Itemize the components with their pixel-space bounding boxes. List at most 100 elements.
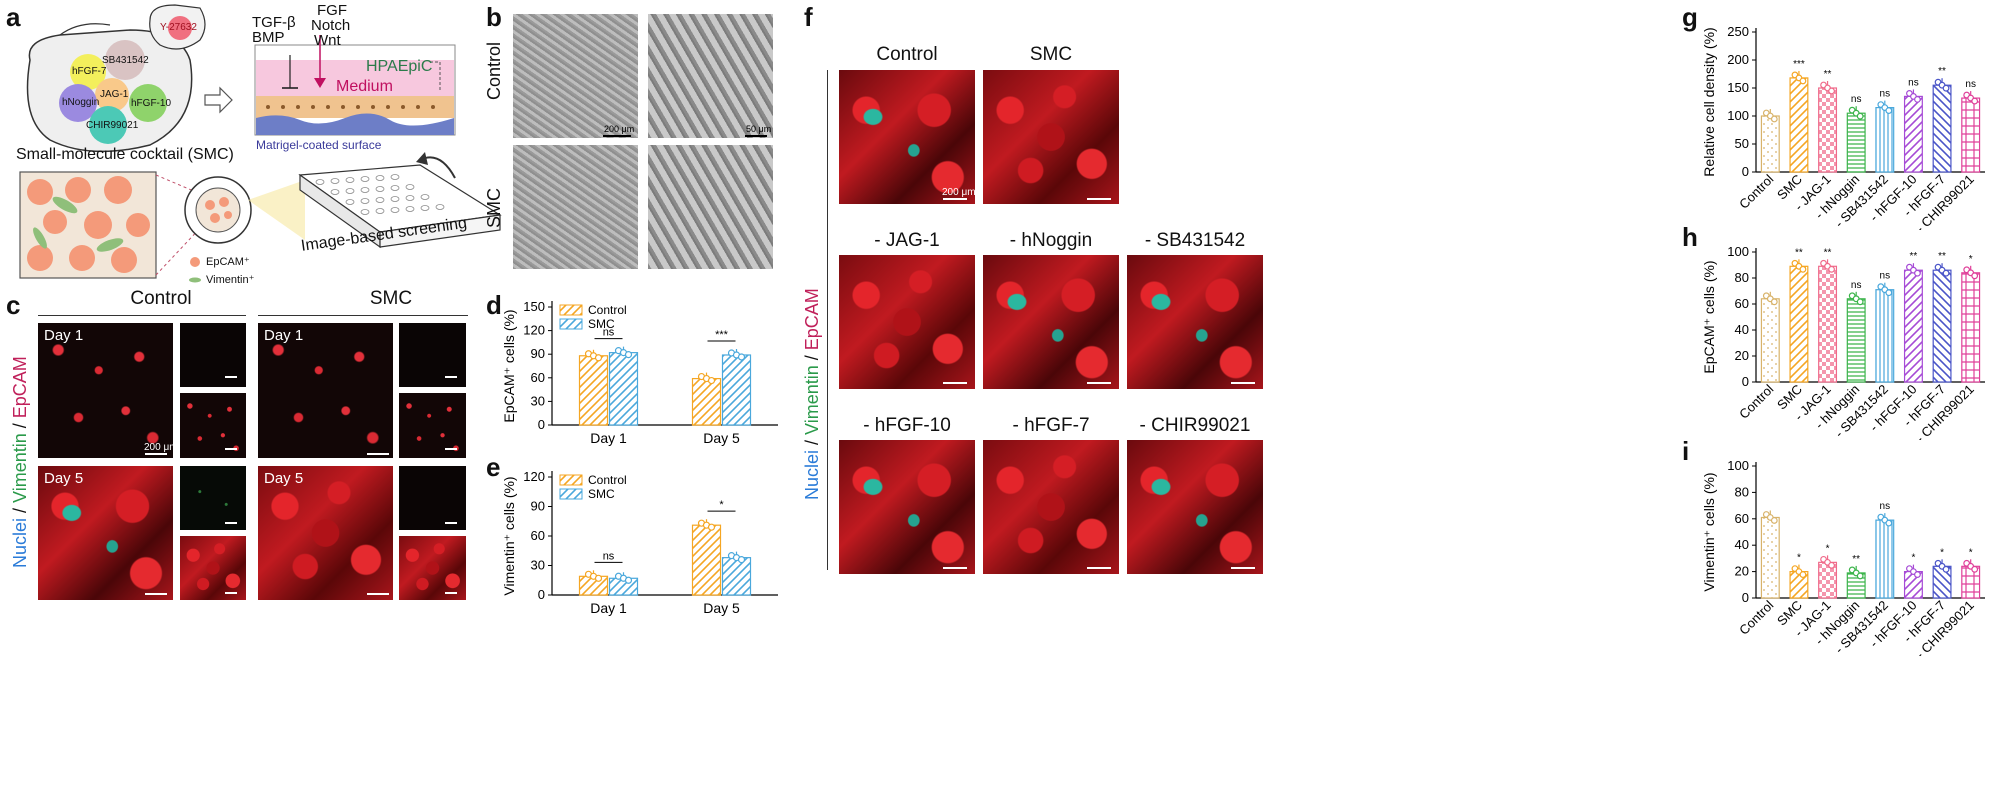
f-title-smc: SMC xyxy=(1029,44,1073,65)
panel-label-g: g xyxy=(1682,2,1698,32)
c-control-day5-red xyxy=(180,536,246,600)
f-img-chir xyxy=(1127,440,1263,574)
c-scalebar-5 xyxy=(445,376,457,378)
c-col-smc: SMC xyxy=(369,288,413,309)
surface-label: Matrigel-coated surface xyxy=(256,138,382,152)
f-vertical-rule xyxy=(827,70,828,570)
f-scalebar-3 xyxy=(943,382,967,384)
bar xyxy=(1903,95,1923,173)
sig-label: ** xyxy=(1938,251,1946,262)
bar xyxy=(578,355,609,426)
y-tick-label: 0 xyxy=(1742,164,1749,179)
panel-label-f: f xyxy=(804,2,813,32)
x-tick-label: Day 1 xyxy=(590,600,627,616)
data-point xyxy=(1770,115,1778,123)
sig-label: ns xyxy=(1851,94,1862,105)
f-img-jag1 xyxy=(839,255,975,389)
sig-label: * xyxy=(1969,547,1973,558)
y-axis-label: Relative cell density (%) xyxy=(1701,27,1717,176)
bar xyxy=(691,524,722,596)
y-tick-label: 150 xyxy=(523,299,545,314)
data-point xyxy=(1856,298,1864,306)
signal-tgfb: TGF-β xyxy=(252,14,296,31)
y-tick-label: 30 xyxy=(531,393,545,408)
f-scalebar-1 xyxy=(943,198,967,200)
panel-a-illustration xyxy=(19,4,502,283)
bag-label-jag1: JAG-1 xyxy=(100,89,129,100)
y-axis-label: EpCAM⁺ cells (%) xyxy=(1701,260,1717,373)
f-title-control: Control xyxy=(876,44,938,65)
data-point xyxy=(1856,572,1864,580)
y-tick-label: 40 xyxy=(1735,537,1749,552)
bag-label-chir: CHIR99021 xyxy=(86,120,139,131)
data-point xyxy=(707,523,716,531)
c-scale-label: 200 μm xyxy=(144,442,178,453)
bar xyxy=(608,352,639,426)
sig-label: * xyxy=(1826,543,1830,554)
legend-label: SMC xyxy=(588,487,615,501)
sig-label: * xyxy=(1940,547,1944,558)
y-tick-label: 90 xyxy=(531,346,545,361)
c-scalebar-2 xyxy=(225,376,237,378)
sig-label: ns xyxy=(1965,79,1976,90)
bar xyxy=(1789,77,1809,173)
cocktail-caption: Small-molecule cocktail (SMC) xyxy=(16,146,234,163)
f-side-label: Nuclei / Vimentin / EpCAM xyxy=(802,288,822,500)
bag-label-sb431542: SB431542 xyxy=(102,55,149,66)
data-point xyxy=(594,354,603,362)
sig-label: * xyxy=(1911,553,1915,564)
data-point xyxy=(1914,571,1921,579)
c-scalebar-9 xyxy=(225,592,237,594)
bag-label-hnoggin: hNoggin xyxy=(62,97,100,108)
sig-label: * xyxy=(719,499,724,511)
bar xyxy=(721,354,752,426)
c-control-day5 xyxy=(38,466,173,600)
data-point xyxy=(1828,265,1835,273)
bar xyxy=(1875,289,1895,383)
c-day1-label-smc: Day 1 xyxy=(264,327,304,344)
y-tick-label: 250 xyxy=(1727,24,1749,39)
f-scalebar-6 xyxy=(943,567,967,569)
bar xyxy=(1846,112,1866,173)
f-scalebar-2 xyxy=(1087,198,1111,200)
data-point xyxy=(737,556,746,564)
c-scalebar-11 xyxy=(445,522,457,524)
f-img-hfgf7 xyxy=(983,440,1119,574)
f-scalebar-4 xyxy=(1087,382,1111,384)
legend-label: Control xyxy=(588,303,627,317)
signal-fgf: FGF xyxy=(317,2,347,19)
c-control-day5-green xyxy=(180,466,246,530)
bar xyxy=(1846,298,1866,383)
arrow-icon xyxy=(204,86,233,114)
x-tick-label: Day 5 xyxy=(703,430,740,446)
f-scalebar-7 xyxy=(1087,567,1111,569)
sig-label: ns xyxy=(1851,280,1862,291)
sig-label: * xyxy=(1797,553,1801,564)
bar xyxy=(1932,269,1952,383)
c-scalebar-8 xyxy=(225,522,237,524)
bubble-jag1 xyxy=(95,78,129,112)
chart-g: 0 50 100 150 200 250 Relative cell density (%)… xyxy=(1701,24,1985,230)
sig-label: *** xyxy=(715,329,729,341)
legend-swatch xyxy=(559,474,583,486)
data-point xyxy=(1971,97,1979,105)
signal-bmp: BMP xyxy=(252,29,285,46)
data-point xyxy=(1942,269,1950,277)
sig-label: ns xyxy=(603,327,615,339)
c-scalebar-1 xyxy=(145,453,167,455)
sig-label: ns xyxy=(603,550,615,562)
panel-label-b: b xyxy=(486,2,502,32)
data-point xyxy=(707,376,716,385)
y-tick-label: 90 xyxy=(531,499,545,514)
c-control-day1-red xyxy=(180,393,246,458)
sig-label: ns xyxy=(1880,501,1891,512)
f-scalebar-5 xyxy=(1231,382,1255,384)
bar xyxy=(1818,265,1838,383)
sig-label: ns xyxy=(1880,89,1891,100)
legend-epcam: EpCAM⁺ xyxy=(206,256,250,268)
data-point xyxy=(1914,269,1921,277)
data-point xyxy=(737,353,746,361)
legend-label: Control xyxy=(588,473,627,487)
f-title-hnoggin: - hNoggin xyxy=(1009,230,1093,251)
